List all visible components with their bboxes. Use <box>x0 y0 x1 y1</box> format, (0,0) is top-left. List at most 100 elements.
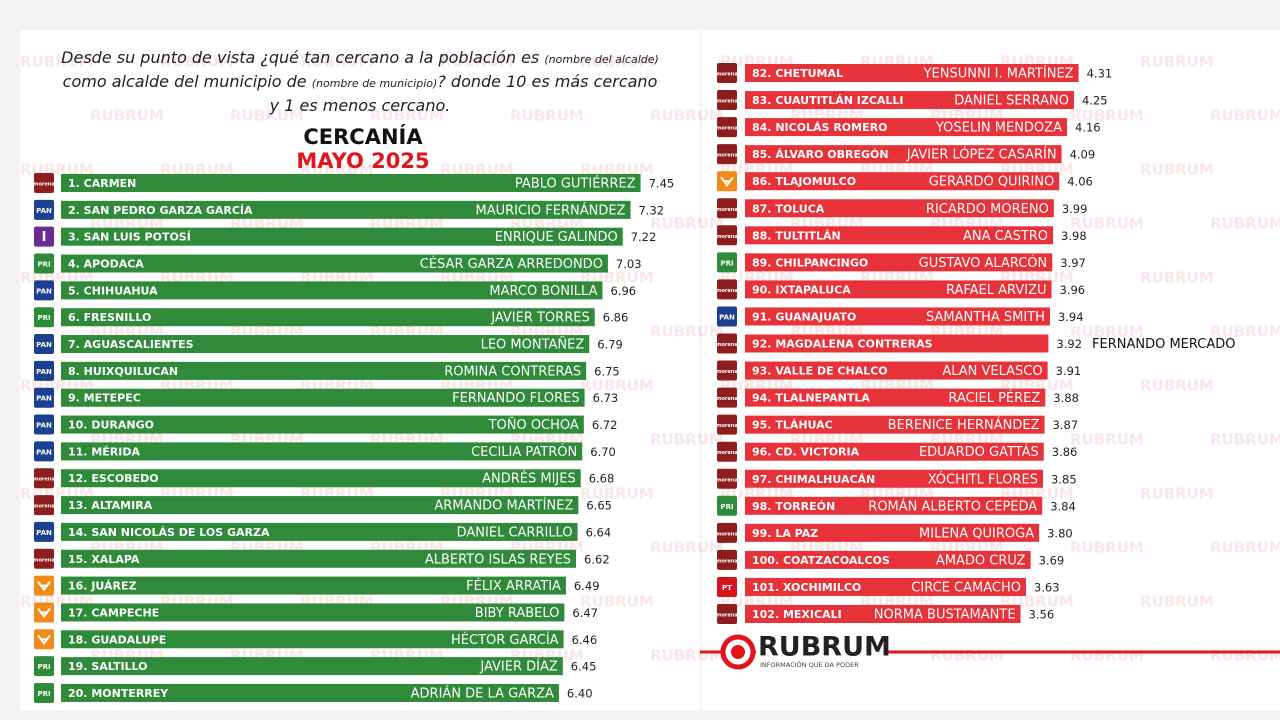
category-label: 12. ESCOBEDO <box>68 472 159 485</box>
category-label: 99. LA PAZ <box>752 527 818 540</box>
category-label: 9. METEPEC <box>68 392 141 405</box>
bar <box>61 254 608 273</box>
bar <box>745 64 1079 82</box>
party-label: PRI <box>37 663 50 671</box>
watermark: RUBRUM <box>300 53 374 71</box>
bar <box>745 577 1026 596</box>
value-label: 3.92 <box>1056 337 1082 351</box>
watermark: RUBRUM <box>90 107 164 125</box>
question-note: (nombre del alcalde) <box>544 53 659 66</box>
party-label: morena <box>716 423 737 429</box>
party-label: morena <box>716 234 737 240</box>
party-label: PRI <box>37 690 50 698</box>
bar <box>61 174 641 192</box>
category-label: 86. TLAJOMULCO <box>752 175 856 188</box>
value-label: 3.87 <box>1053 418 1079 432</box>
value-label: 7.45 <box>649 177 675 191</box>
category-label: 7. AGUASCALIENTES <box>68 338 194 351</box>
party-logo <box>717 225 737 246</box>
watermark: RUBRUM <box>580 485 654 503</box>
bar <box>745 145 1062 164</box>
value-label: 6.79 <box>597 338 623 352</box>
value-label: 6.68 <box>589 472 615 486</box>
party-label: PT <box>722 584 732 592</box>
value-label: 3.85 <box>1051 472 1077 486</box>
party-label: morena <box>716 450 737 456</box>
watermark: RUBRUM <box>650 431 724 449</box>
value-label: 6.46 <box>572 633 598 647</box>
value-label: 3.97 <box>1060 256 1086 270</box>
party-label: morena <box>716 369 737 375</box>
mayor-name: DANIEL SERRANO <box>954 94 1069 109</box>
category-label: 96. CD. VICTORIA <box>752 446 860 459</box>
mayor-name: NORMA BUSTAMANTE <box>874 608 1016 623</box>
party-logo <box>34 199 54 220</box>
party-label: PAN <box>36 395 52 403</box>
watermark: RUBRUM <box>1070 431 1144 449</box>
party-label: morena <box>716 72 737 78</box>
category-label: 93. VALLE DE CHALCO <box>752 365 888 378</box>
category-label: 18. GUADALUPE <box>68 633 166 646</box>
mayor-name: CIRCE CAMACHO <box>911 580 1021 595</box>
party-label: morena <box>716 477 737 483</box>
watermark: RUBRUM <box>650 215 724 233</box>
mayor-name: JAVIER DÍAZ <box>479 659 558 675</box>
category-label: 91. GUANAJUATO <box>752 310 856 323</box>
mayor-name: DANIEL CARRILLO <box>457 525 573 540</box>
watermark: RUBRUM <box>440 53 514 71</box>
category-label: 88. TULTITLÁN <box>752 229 841 242</box>
value-label: 4.06 <box>1067 175 1093 189</box>
party-logo <box>34 414 54 435</box>
bar <box>61 496 579 515</box>
bar <box>745 307 1050 326</box>
value-label: 3.56 <box>1029 608 1055 622</box>
watermark: RUBRUM <box>580 53 654 71</box>
party-label: morena <box>716 613 737 619</box>
bar <box>61 576 566 595</box>
category-label: 82. CHETUMAL <box>752 67 843 80</box>
brand-box <box>756 632 888 672</box>
mayor-name: TOÑO OCHOA <box>488 417 579 433</box>
mayor-name: ROMÁN ALBERTO CEPEDA <box>868 498 1037 514</box>
value-label: 6.45 <box>571 660 597 674</box>
party-logo <box>717 279 737 300</box>
category-label: 5. CHIHUAHUA <box>68 284 158 297</box>
value-label: 3.91 <box>1056 364 1082 378</box>
value-label: 7.32 <box>638 203 664 217</box>
value-label: 3.80 <box>1047 526 1073 540</box>
party-label: morena <box>716 99 737 105</box>
party-logo <box>717 90 737 111</box>
value-label: 6.47 <box>572 606 598 620</box>
value-label: 6.75 <box>594 364 620 378</box>
party-icon <box>37 634 51 645</box>
bar <box>745 91 1074 110</box>
mayor-name: MARCO BONILLA <box>489 284 597 299</box>
mayor-name: FERNANDO FLORES <box>452 391 579 406</box>
mayor-name: FÉLIX ARRATIA <box>466 578 561 594</box>
bar <box>61 630 564 649</box>
question-text: ? donde 10 es más cercano y 1 es menos c… <box>269 72 658 115</box>
party-icon <box>720 176 734 187</box>
party-label: PAN <box>36 287 52 295</box>
value-label: 6.64 <box>586 525 612 539</box>
question-text: Desde su punto de vista ¿qué tan cercano… <box>61 48 545 67</box>
question-text: como alcalde del municipio de <box>62 72 312 91</box>
party-logo <box>717 522 737 543</box>
value-label: 3.88 <box>1053 391 1079 405</box>
category-label: 14. SAN NICOLÁS DE LOS GARZA <box>68 526 270 539</box>
mayor-name: XÓCHITL FLORES <box>928 471 1038 487</box>
category-label: 6. FRESNILLO <box>68 311 151 324</box>
party-icon <box>37 607 51 619</box>
mayor-name: BERENICE HERNÁNDEZ <box>888 417 1040 433</box>
party-label: morena <box>716 207 737 213</box>
party-label: morena <box>33 182 54 188</box>
watermark: RUBRUM <box>650 539 724 557</box>
party-logo <box>34 441 54 462</box>
watermark: RUBRUM <box>1140 377 1214 395</box>
watermark: RUBRUM <box>1140 161 1214 179</box>
party-label: PRI <box>37 261 50 269</box>
mayor-name: ADRIÁN DE LA GARZA <box>411 685 554 701</box>
